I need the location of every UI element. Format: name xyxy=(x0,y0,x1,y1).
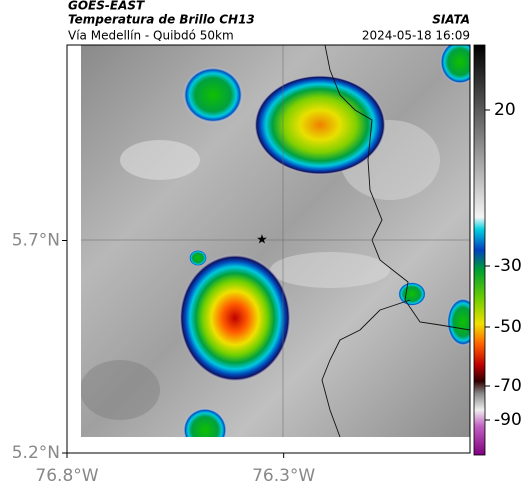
svg-text:★: ★ xyxy=(256,233,268,248)
title: GOES-EAST xyxy=(68,0,145,13)
colorbar-tick-label: -50 xyxy=(494,317,522,337)
satellite-image: ★ xyxy=(81,45,470,437)
y-tick-label: 5.7°N xyxy=(12,231,60,251)
timestamp: 2024-05-18 16:09 xyxy=(362,29,470,43)
colorbar-tick-label: -30 xyxy=(494,256,522,276)
source: SIATA xyxy=(432,13,470,27)
y-tick-label: 5.2°N xyxy=(12,443,60,463)
x-tick-label: 76.3°W xyxy=(252,466,315,486)
colorbar xyxy=(473,44,486,456)
location: Vía Medellín - Quibdó 50km xyxy=(68,29,234,43)
colorbar-tick-label: -90 xyxy=(494,410,522,430)
colorbar-tick-label: -70 xyxy=(494,376,522,396)
x-tick-label: 76.8°W xyxy=(35,466,98,486)
colorbar-tick-label: 20 xyxy=(494,100,516,120)
subtitle: Temperatura de Brillo CH13 xyxy=(68,13,255,27)
